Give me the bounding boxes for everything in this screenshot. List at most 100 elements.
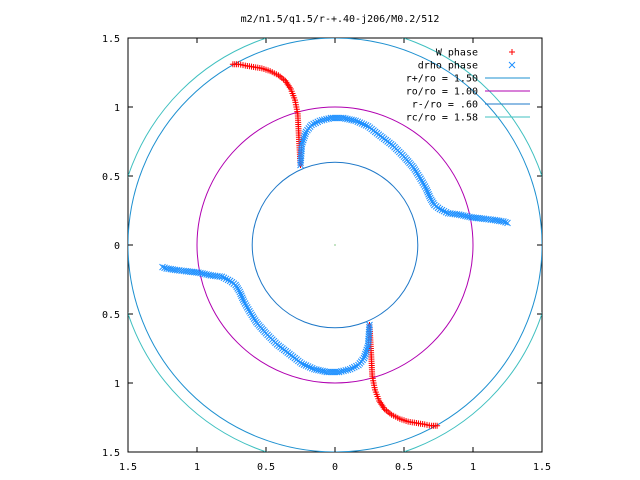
data-point — [317, 367, 324, 374]
data-point — [314, 118, 322, 126]
data-point — [363, 346, 371, 354]
data-point — [353, 362, 360, 370]
data-point — [423, 186, 431, 194]
y-tick-label: 1.5 — [102, 448, 120, 459]
legend-label: r+/ro = 1.50 — [406, 74, 478, 85]
x-tick-label: 0.5 — [395, 462, 413, 473]
data-point — [238, 292, 245, 300]
data-point — [436, 205, 444, 213]
y-tick-label: 1 — [114, 103, 120, 114]
data-point — [241, 300, 249, 307]
data-point — [364, 342, 372, 350]
data-point — [165, 265, 173, 273]
data-point — [201, 270, 208, 278]
data-point — [350, 116, 357, 124]
y-tick-label: 0.5 — [102, 310, 120, 321]
data-point — [424, 188, 432, 196]
data-point — [301, 132, 308, 140]
reference-circles — [128, 38, 542, 452]
data-point — [310, 365, 318, 373]
data-point — [502, 218, 509, 226]
data-point — [237, 290, 244, 298]
data-point — [339, 114, 347, 122]
x-tick-label: 1 — [470, 462, 476, 473]
data-point — [199, 270, 206, 277]
legend-label: ro/ro = 1.00 — [406, 87, 478, 98]
data-point — [229, 61, 236, 68]
x-tick-label: 0.5 — [257, 462, 275, 473]
data-point — [240, 298, 248, 305]
legend-label: r-/ro = .60 — [412, 100, 478, 111]
data-point — [308, 364, 316, 372]
data-point — [243, 304, 251, 311]
data-point — [362, 122, 370, 129]
data-point — [464, 213, 471, 220]
data-point — [323, 368, 331, 376]
data-point — [457, 211, 465, 219]
data-point — [220, 274, 228, 282]
data-point — [239, 296, 247, 304]
data-point — [364, 344, 371, 352]
legend-label: rc/ro = 1.58 — [406, 113, 478, 124]
data-point — [203, 271, 211, 278]
data-point — [299, 136, 307, 144]
data-point — [246, 307, 253, 315]
data-markers — [159, 61, 511, 429]
data-point — [299, 138, 306, 146]
data-point — [462, 212, 469, 220]
data-point — [302, 362, 310, 369]
data-point — [161, 264, 168, 272]
data-point — [421, 183, 429, 190]
data-point — [500, 218, 507, 225]
data-point — [504, 219, 511, 227]
data-point — [306, 364, 314, 371]
data-point — [312, 119, 320, 127]
legend: W phase drho phase r+/ro = 1.50 ro/ro = 1.0… — [406, 48, 530, 124]
legend-marker — [509, 49, 515, 55]
data-point — [352, 117, 360, 125]
data-point — [348, 364, 356, 372]
data-point — [321, 368, 329, 375]
x-tick-label: 0 — [332, 462, 338, 473]
data-point — [344, 115, 351, 123]
data-point — [422, 185, 430, 192]
y-tick-label: 0 — [114, 241, 120, 252]
data-point — [310, 120, 317, 128]
data-point — [313, 366, 320, 374]
circle-ro — [196, 106, 474, 384]
data-point — [319, 367, 326, 375]
y-tick-label: 1.5 — [102, 34, 120, 45]
data-point — [497, 217, 505, 225]
data-point — [418, 177, 426, 185]
data-point — [362, 348, 370, 356]
data-point — [346, 116, 353, 123]
data-point — [455, 211, 463, 218]
data-point — [226, 277, 234, 285]
x-tick-label: 1.5 — [533, 462, 551, 473]
legend-label: drho phase — [418, 61, 478, 72]
data-point — [459, 212, 467, 219]
data-point — [205, 271, 213, 279]
data-point — [159, 263, 166, 271]
data-point — [425, 190, 432, 198]
data-point — [308, 121, 315, 129]
data-point — [434, 422, 441, 429]
data-point — [419, 179, 427, 186]
data-point — [355, 361, 362, 369]
data-point — [315, 366, 322, 374]
data-point — [420, 181, 428, 188]
data-point — [301, 130, 309, 138]
data-point — [356, 119, 364, 126]
axes: 1.5 1 0.5 0 0.5 1 1.5 1.5 1 0.5 0 0.5 1 1.5 — [102, 34, 551, 473]
data-point — [224, 276, 232, 284]
data-point — [341, 115, 349, 122]
circle-r- — [251, 161, 419, 329]
origin-dot — [334, 244, 336, 246]
data-point — [304, 363, 312, 370]
x-tick-label: 1 — [194, 462, 200, 473]
y-tick-label: 1 — [114, 379, 120, 390]
legend-marker — [508, 61, 516, 69]
data-point — [163, 265, 170, 272]
data-point — [244, 305, 252, 313]
